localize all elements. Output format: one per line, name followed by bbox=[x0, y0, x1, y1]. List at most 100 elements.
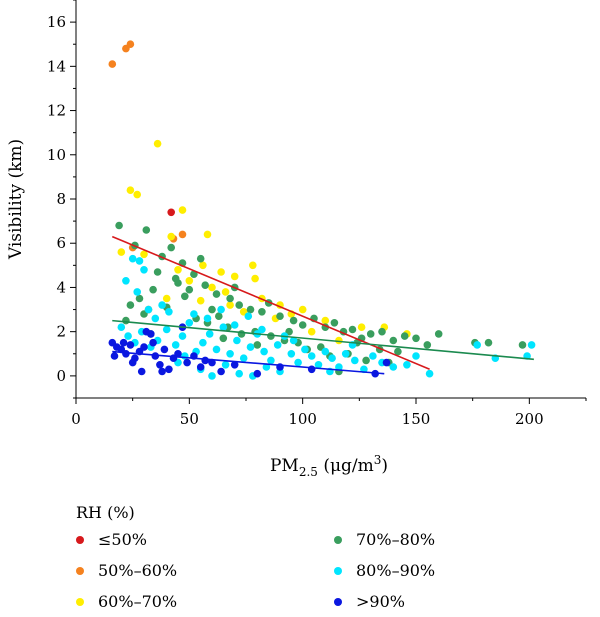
legend-item: >90% bbox=[334, 592, 405, 611]
data-point bbox=[412, 352, 420, 360]
data-point bbox=[314, 361, 323, 369]
data-point bbox=[239, 354, 248, 363]
x-axis-title-unit-sup: 3 bbox=[374, 453, 382, 467]
data-point bbox=[199, 338, 207, 347]
data-point bbox=[171, 274, 180, 283]
data-point bbox=[126, 40, 135, 48]
data-point bbox=[389, 336, 398, 345]
data-point bbox=[178, 332, 187, 340]
data-point bbox=[208, 358, 216, 367]
x-tick-label: 200 bbox=[515, 410, 544, 428]
data-point bbox=[307, 365, 316, 374]
data-point bbox=[357, 323, 366, 332]
data-point bbox=[235, 369, 243, 378]
scatter-chart: 0 2 4 6 8 10 12 14 16 0 50 100 150 200 Visibility (km… bbox=[6, 0, 587, 479]
data-point bbox=[126, 301, 135, 309]
data-point bbox=[126, 341, 135, 349]
data-point bbox=[162, 325, 171, 334]
data-point bbox=[258, 325, 266, 334]
data-point bbox=[423, 341, 432, 349]
data-point bbox=[307, 352, 316, 360]
data-point bbox=[203, 230, 212, 239]
data-point bbox=[171, 341, 180, 349]
data-point bbox=[217, 305, 225, 314]
data-point bbox=[253, 369, 262, 378]
y-tick-label: 6 bbox=[56, 234, 66, 252]
legend-marker bbox=[334, 566, 342, 575]
data-point bbox=[212, 290, 221, 298]
data-point bbox=[167, 208, 175, 217]
x-axis-title-main: PM bbox=[270, 456, 299, 476]
data-point bbox=[151, 352, 160, 360]
data-point bbox=[246, 343, 255, 351]
legend-item: 50%–60% bbox=[76, 561, 177, 580]
data-point bbox=[137, 367, 146, 376]
y-tick-label: 10 bbox=[47, 146, 66, 164]
data-point bbox=[196, 296, 205, 305]
data-point bbox=[246, 305, 255, 314]
data-point bbox=[221, 361, 230, 369]
data-point bbox=[208, 305, 216, 314]
data-point bbox=[135, 257, 144, 265]
legend: RH (%) ≤50% 50%–60% 60%–70% 70%–80% 80%–90% >… bbox=[76, 503, 556, 615]
data-point bbox=[203, 314, 212, 323]
data-point bbox=[128, 358, 137, 367]
data-point bbox=[389, 363, 398, 371]
legend-item: ≤50% bbox=[76, 530, 147, 549]
data-point bbox=[181, 292, 189, 301]
data-point bbox=[122, 350, 130, 358]
data-point bbox=[294, 358, 302, 367]
legend-title: RH (%) bbox=[76, 503, 135, 522]
data-point bbox=[425, 369, 434, 378]
data-point bbox=[226, 301, 234, 309]
data-point bbox=[298, 321, 307, 329]
y-tick-label: 14 bbox=[47, 57, 66, 75]
y-axis-title: Visibility (km) bbox=[6, 139, 26, 260]
data-point bbox=[362, 356, 370, 365]
data-point bbox=[140, 266, 148, 274]
legend-label: ≤50% bbox=[98, 530, 147, 549]
data-point bbox=[128, 254, 137, 263]
data-point bbox=[147, 330, 155, 338]
data-point bbox=[217, 367, 225, 376]
data-point bbox=[212, 345, 221, 354]
legend-item: 80%–90% bbox=[334, 561, 435, 580]
data-point bbox=[178, 206, 187, 214]
legend-marker bbox=[334, 535, 342, 544]
data-point bbox=[262, 363, 271, 371]
data-point bbox=[124, 332, 132, 340]
data-point bbox=[249, 261, 257, 270]
x-axis-title-unit: (μg/m bbox=[318, 456, 374, 476]
data-point bbox=[185, 285, 194, 294]
legend-label: 80%–90% bbox=[356, 561, 436, 580]
data-point bbox=[382, 358, 391, 367]
data-point bbox=[230, 272, 239, 281]
data-point bbox=[167, 243, 175, 252]
data-point bbox=[273, 341, 282, 349]
data-point bbox=[518, 341, 527, 349]
y-tick-label: 2 bbox=[56, 323, 66, 341]
data-point bbox=[321, 316, 330, 325]
data-point bbox=[144, 305, 153, 314]
data-point bbox=[156, 361, 164, 369]
legend-label: 50%–60% bbox=[98, 561, 178, 580]
trend-line bbox=[111, 235, 430, 370]
data-point bbox=[221, 288, 230, 296]
data-point bbox=[122, 316, 130, 325]
data-point bbox=[153, 268, 162, 276]
data-point bbox=[196, 254, 205, 263]
data-point bbox=[351, 356, 359, 365]
data-point bbox=[149, 285, 157, 294]
data-point bbox=[158, 301, 166, 309]
data-point bbox=[135, 294, 144, 303]
data-point bbox=[230, 361, 239, 369]
data-point bbox=[142, 226, 151, 234]
x-tick-label: 150 bbox=[402, 410, 431, 428]
legend-label: 70%–80% bbox=[356, 530, 436, 549]
data-point bbox=[307, 327, 316, 336]
data-point bbox=[321, 347, 330, 356]
y-tick-label: 12 bbox=[47, 102, 66, 120]
data-point bbox=[149, 338, 157, 347]
data-point bbox=[330, 319, 339, 327]
x-tick-label: 50 bbox=[180, 410, 199, 428]
